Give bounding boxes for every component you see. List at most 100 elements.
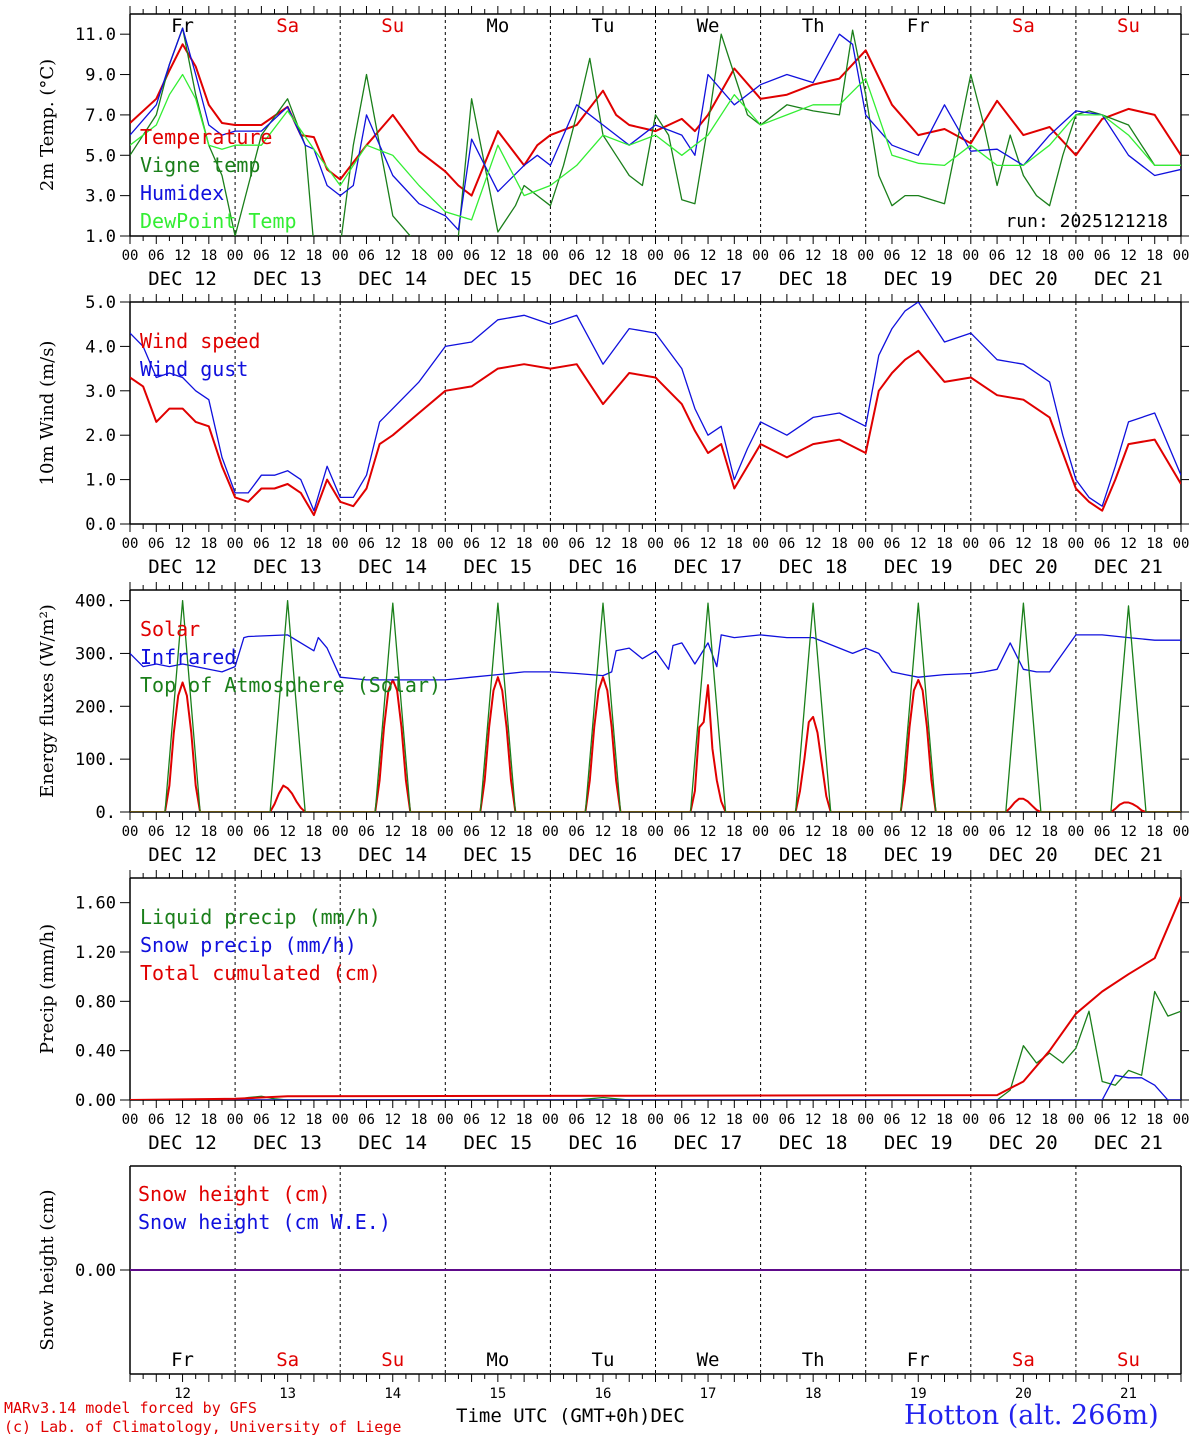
- weekday-label: Th: [802, 1349, 825, 1371]
- x-date-label: DEC 16: [569, 268, 638, 290]
- x-hour-label: 06: [463, 1112, 480, 1128]
- x-hour-label: 18: [1041, 536, 1058, 552]
- x-hour-label: 12: [700, 1112, 717, 1128]
- x-date-label: DEC 13: [253, 1132, 322, 1154]
- x-axis-month: DEC: [650, 1405, 685, 1427]
- y-axis-label: Energy fluxes (W/m²): [37, 604, 58, 798]
- y-tick-label: 0.: [96, 803, 116, 823]
- x-hour-label: 12: [1015, 1112, 1032, 1128]
- x-hour-label: 18: [726, 824, 743, 840]
- x-hour-label: 12: [1120, 536, 1137, 552]
- x-hour-label: 00: [122, 248, 139, 264]
- x-hour-label: 12: [384, 824, 401, 840]
- x-hour-label: 12: [279, 1112, 296, 1128]
- weekday-label: We: [697, 15, 720, 37]
- x-hour-label: 00: [647, 536, 664, 552]
- x-date-label: DEC 17: [674, 1132, 743, 1154]
- x-hour-label: 18: [200, 1112, 217, 1128]
- x-hour-label: 12: [700, 536, 717, 552]
- weekday-label: Sa: [1012, 1349, 1035, 1371]
- x-hour-label: 06: [989, 536, 1006, 552]
- weekday-label: Sa: [1012, 15, 1035, 37]
- x-day-number: 15: [489, 1386, 506, 1402]
- x-hour-label: 18: [621, 536, 638, 552]
- y-tick-label: 0.0: [85, 515, 116, 535]
- y-tick-label: 100.: [75, 750, 116, 770]
- x-hour-label: 18: [200, 824, 217, 840]
- x-day-number: 17: [700, 1386, 717, 1402]
- x-hour-label: 12: [489, 824, 506, 840]
- run-annotation: run: 2025121218: [1005, 211, 1168, 232]
- x-date-label: DEC 13: [253, 556, 322, 578]
- x-hour-label: 06: [253, 824, 270, 840]
- x-hour-label: 06: [358, 248, 375, 264]
- x-date-label: DEC 14: [358, 556, 427, 578]
- x-hour-label: 00: [332, 1112, 349, 1128]
- x-hour-label: 18: [1041, 1112, 1058, 1128]
- x-hour-label: 12: [279, 824, 296, 840]
- legend-entry: Snow height (cm W.E.): [138, 1210, 391, 1234]
- x-hour-label: 06: [253, 1112, 270, 1128]
- x-hour-label: 06: [253, 536, 270, 552]
- x-hour-label: 18: [831, 1112, 848, 1128]
- x-hour-label: 12: [384, 248, 401, 264]
- x-hour-label: 06: [463, 536, 480, 552]
- x-hour-label: 18: [1146, 1112, 1163, 1128]
- panel-wind: [120, 294, 1189, 532]
- legend-entry: Total cumulated (cm): [140, 961, 381, 985]
- x-hour-label: 06: [358, 536, 375, 552]
- x-hour-label: 06: [778, 824, 795, 840]
- x-hour-label: 18: [1146, 824, 1163, 840]
- x-hour-label: 18: [621, 824, 638, 840]
- x-date-label: DEC 17: [674, 556, 743, 578]
- x-date-label: DEC 15: [464, 556, 533, 578]
- x-hour-label: 00: [122, 1112, 139, 1128]
- x-date-label: DEC 12: [148, 556, 217, 578]
- x-date-label: DEC 17: [674, 268, 743, 290]
- x-date-label: DEC 14: [358, 844, 427, 866]
- legend-entry: Top of Atmosphere (Solar): [140, 673, 441, 697]
- x-hour-label: 06: [884, 248, 901, 264]
- panel-energy: [120, 582, 1189, 820]
- x-day-number: 14: [384, 1386, 401, 1402]
- x-hour-label: 18: [621, 248, 638, 264]
- x-date-label: DEC 13: [253, 844, 322, 866]
- x-hour-label: 00: [332, 536, 349, 552]
- x-hour-label: 00: [647, 1112, 664, 1128]
- series-wind-gust: [130, 302, 1181, 512]
- x-hour-label: 00: [227, 1112, 244, 1128]
- x-hour-label: 18: [1146, 248, 1163, 264]
- x-hour-label: 12: [1120, 248, 1137, 264]
- x-hour-label: 00: [1173, 248, 1190, 264]
- x-date-label: DEC 16: [569, 1132, 638, 1154]
- x-date-label: DEC 16: [569, 556, 638, 578]
- x-hour-label: 00: [857, 1112, 874, 1128]
- legend-entry: Temperature: [140, 125, 272, 149]
- x-hour-label: 18: [726, 536, 743, 552]
- x-hour-label: 18: [516, 824, 533, 840]
- x-hour-label: 06: [673, 536, 690, 552]
- x-date-label: DEC 20: [989, 556, 1058, 578]
- x-hour-label: 18: [516, 1112, 533, 1128]
- x-date-label: DEC 15: [464, 1132, 533, 1154]
- x-hour-label: 00: [1067, 1112, 1084, 1128]
- x-day-number: 19: [910, 1386, 927, 1402]
- x-hour-label: 06: [1094, 824, 1111, 840]
- x-hour-label: 12: [174, 1112, 191, 1128]
- y-tick-label: 0.80: [75, 992, 116, 1012]
- x-hour-label: 12: [1015, 824, 1032, 840]
- x-day-number: 13: [279, 1386, 296, 1402]
- x-hour-label: 06: [1094, 1112, 1111, 1128]
- x-hour-label: 12: [910, 536, 927, 552]
- x-hour-label: 18: [1041, 824, 1058, 840]
- x-hour-label: 00: [962, 1112, 979, 1128]
- x-hour-label: 00: [122, 824, 139, 840]
- x-hour-label: 18: [936, 248, 953, 264]
- y-axis-label: 10m Wind (m/s): [37, 341, 58, 486]
- x-hour-label: 00: [542, 536, 559, 552]
- y-axis-label: 2m Temp. (°C): [37, 59, 58, 191]
- x-hour-label: 18: [305, 824, 322, 840]
- x-hour-label: 06: [568, 248, 585, 264]
- x-hour-label: 12: [489, 536, 506, 552]
- legend-entry: Wind gust: [140, 357, 248, 381]
